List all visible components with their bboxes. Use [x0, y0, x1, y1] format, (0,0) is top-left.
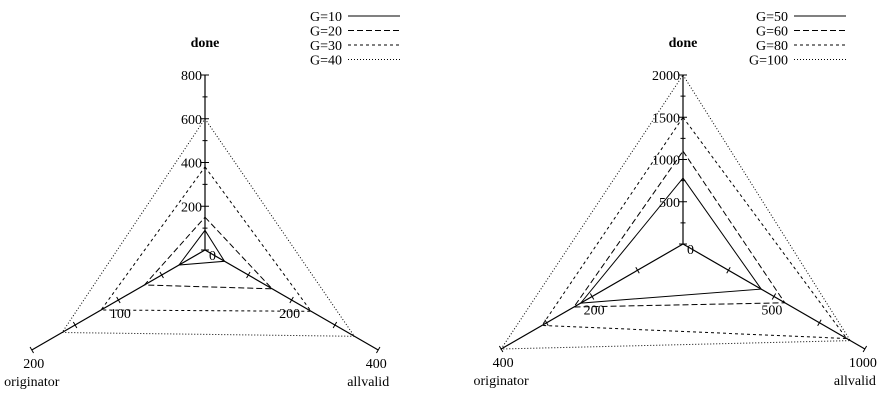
tick-mark — [116, 296, 121, 304]
legend-label: G=20 — [310, 25, 342, 40]
tick-label: 200 — [181, 200, 202, 215]
series-polygon-G=50 — [579, 177, 763, 304]
series-polygon-G=20 — [143, 216, 274, 290]
tick-label: 800 — [181, 69, 202, 84]
tick-label: 2000 — [652, 69, 680, 84]
legend: G=10G=20G=30G=40 — [310, 10, 400, 69]
tick-mark — [544, 319, 549, 327]
radar-chart-left: 0 200 400 600 800 done 200 400 allvalid 100 200 ori… — [4, 10, 400, 390]
tick-label: 1000 — [849, 356, 877, 371]
series-polygon-G=10 — [177, 229, 226, 266]
tick-label: 200 — [23, 357, 44, 372]
legend-label: G=30 — [310, 39, 342, 54]
axis-title: originator — [4, 375, 60, 390]
legend-label: G=80 — [756, 39, 788, 54]
tick-mark — [589, 293, 595, 300]
tick-label: 200 — [279, 307, 300, 322]
tick-mark — [771, 293, 777, 300]
series-polygon-G=40 — [61, 117, 356, 337]
legend-label: G=50 — [756, 10, 788, 25]
legend: G=50G=60G=80G=100 — [749, 10, 846, 69]
axis-title: allvalid — [834, 374, 876, 389]
series-polygon-G=60 — [572, 150, 786, 308]
tick-label: 400 — [493, 356, 514, 371]
axis-title: allvalid — [347, 375, 389, 390]
tick-mark — [862, 345, 868, 353]
legend-label: G=100 — [749, 54, 788, 69]
tick-mark — [376, 346, 381, 354]
tick-mark — [726, 266, 731, 274]
axis-title: done — [669, 36, 698, 51]
tick-label: 500 — [761, 304, 782, 319]
tick-mark — [29, 346, 34, 354]
series-polygon-G=80 — [541, 116, 848, 340]
tick-mark — [72, 321, 78, 329]
tick-label: 400 — [181, 157, 202, 172]
tick-mark — [332, 321, 338, 329]
tick-mark — [817, 319, 822, 327]
tick-label: 1500 — [652, 111, 680, 126]
tick-label: 200 — [584, 304, 605, 319]
tick-label: 100 — [110, 307, 131, 322]
tick-label: 0 — [209, 249, 216, 264]
tick-mark — [159, 271, 164, 279]
tick-label: 400 — [366, 357, 387, 372]
tick-mark — [289, 296, 294, 304]
legend-label: G=60 — [756, 25, 788, 40]
tick-label: 500 — [659, 196, 680, 211]
axis-title: originator — [474, 374, 530, 389]
tick-mark — [246, 271, 251, 279]
tick-label: 600 — [181, 113, 202, 128]
tick-label: 1000 — [652, 154, 680, 169]
series-polygon-G=30 — [100, 166, 313, 312]
legend-label: G=10 — [310, 10, 342, 25]
legend-label: G=40 — [310, 54, 342, 69]
tick-label: 0 — [687, 243, 694, 258]
radar-chart-right: 0 500 1000 1500 2000 done 500 1000 allvalid 200 40… — [474, 10, 877, 389]
tick-mark — [635, 266, 640, 274]
series-polygon-G=100 — [500, 74, 852, 350]
axis-title: done — [191, 36, 220, 51]
